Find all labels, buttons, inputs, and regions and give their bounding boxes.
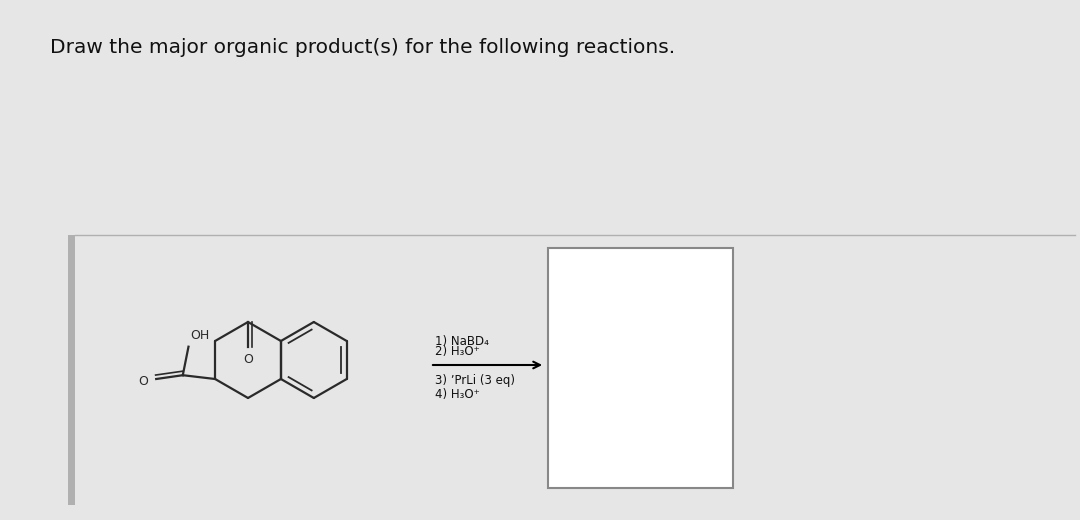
Text: 2) H₃O⁺: 2) H₃O⁺ — [435, 345, 480, 358]
Bar — [548, 248, 733, 488]
Bar — [68, 235, 75, 505]
Text: 4) H₃O⁺: 4) H₃O⁺ — [435, 388, 480, 401]
Text: O: O — [243, 353, 253, 366]
Text: Draw the major organic product(s) for the following reactions.: Draw the major organic product(s) for th… — [50, 38, 675, 57]
Text: OH: OH — [190, 329, 210, 342]
Text: 1) NaBD₄: 1) NaBD₄ — [435, 335, 489, 348]
Text: O: O — [138, 374, 148, 387]
Text: 3) ʼPrLi (3 eq): 3) ʼPrLi (3 eq) — [435, 374, 515, 387]
